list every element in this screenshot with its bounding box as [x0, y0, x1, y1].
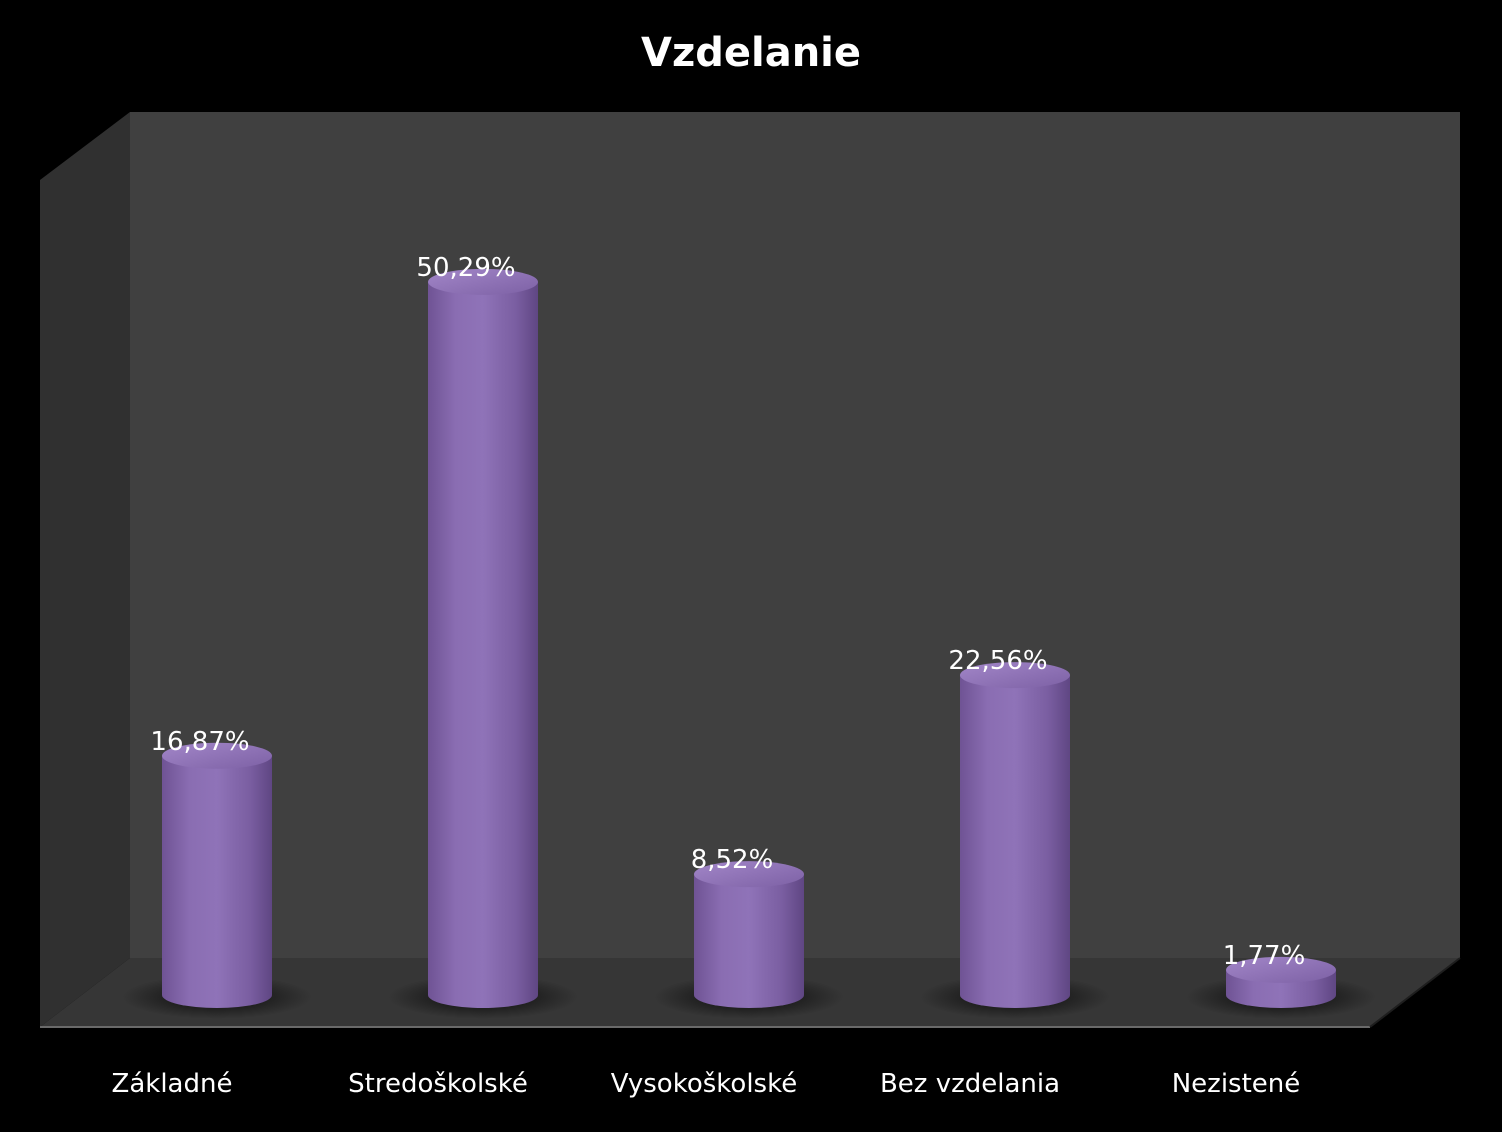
bar-top: [428, 268, 538, 295]
bars-layer: [122, 268, 1376, 1019]
category-label: Stredoškolské: [348, 1069, 528, 1099]
category-label: Bez vzdelania: [880, 1069, 1060, 1099]
value-label: 16,87%: [150, 727, 249, 757]
bar-body: [960, 675, 1070, 1008]
category-label: Vysokoškolské: [611, 1069, 797, 1099]
labels-layer: 16,87% Základné 50,29% Stredoškolské 8,52% Vy…: [112, 253, 1306, 1099]
value-label: 22,56%: [948, 646, 1047, 676]
side-wall: [40, 112, 130, 1027]
bar-body: [428, 281, 538, 1008]
bar-top: [960, 662, 1070, 689]
value-label: 50,29%: [416, 253, 515, 283]
bar-top: [694, 861, 804, 888]
bar: [1186, 956, 1376, 1019]
category-label: Základné: [112, 1069, 233, 1099]
bar-top: [162, 742, 272, 769]
bar: [122, 742, 312, 1019]
chart-title: Vzdelanie: [641, 30, 861, 76]
back-wall: [130, 112, 1460, 958]
bar-body: [162, 755, 272, 1008]
bar: [388, 268, 578, 1019]
value-label: 8,52%: [691, 845, 774, 875]
bar: [654, 861, 844, 1019]
value-label: 1,77%: [1223, 941, 1306, 971]
category-label: Nezistené: [1172, 1069, 1301, 1099]
bar-body: [694, 874, 804, 1008]
bar: [920, 662, 1110, 1019]
floor-right-edge: [1369, 957, 1461, 1028]
bar-top: [1226, 956, 1336, 983]
